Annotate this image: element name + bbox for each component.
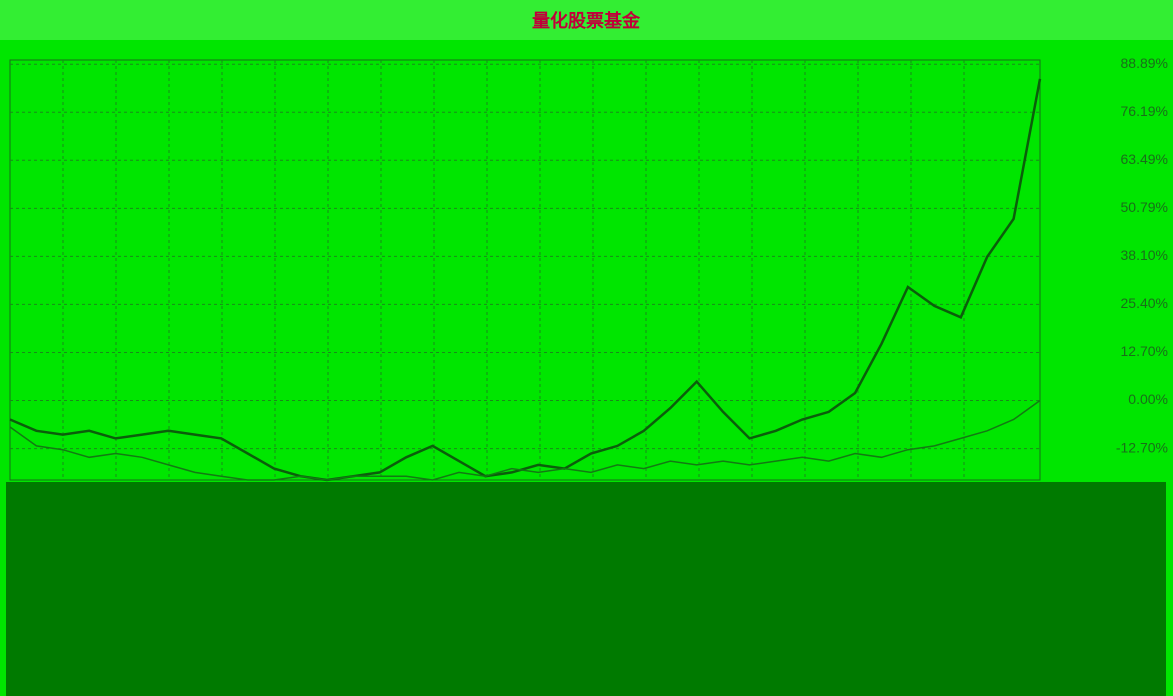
y-tick-label: 25.40% xyxy=(1121,295,1168,311)
vertical-grid xyxy=(62,60,965,480)
y-tick-label: 0.00% xyxy=(1128,391,1168,407)
y-tick-label: -12.70% xyxy=(1116,439,1168,455)
y-tick-label: 38.10% xyxy=(1121,247,1168,263)
plot-frame xyxy=(9,59,1041,481)
lower-panel xyxy=(6,482,1166,696)
y-tick-label: 12.70% xyxy=(1121,343,1168,359)
y-tick-label: 76.19% xyxy=(1121,103,1168,119)
series-line xyxy=(9,78,1042,482)
chart-title: 量化股票基金 xyxy=(532,10,641,32)
y-tick-label: 88.89% xyxy=(1121,55,1168,71)
series-line xyxy=(9,399,1041,481)
header-bar xyxy=(0,0,1173,40)
y-tick-label: 63.49% xyxy=(1121,151,1168,167)
y-tick-label: 50.79% xyxy=(1121,199,1168,215)
